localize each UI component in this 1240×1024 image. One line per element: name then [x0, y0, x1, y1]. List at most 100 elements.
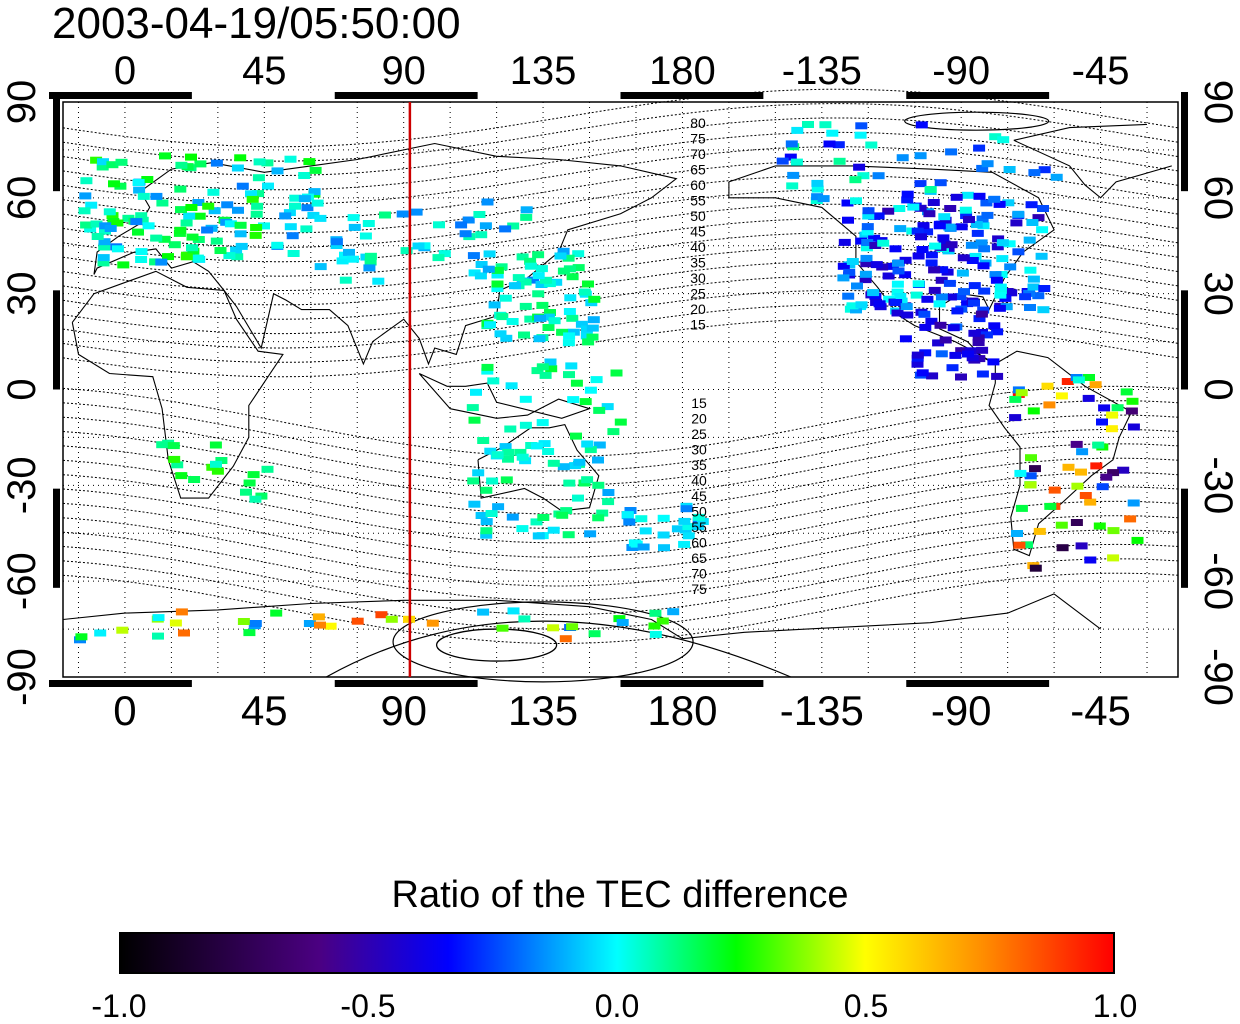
tec-cell [246, 195, 259, 203]
tec-cell [538, 440, 551, 448]
tec-cell [300, 225, 313, 233]
tec-cell [560, 507, 573, 515]
tec-cell [516, 453, 529, 461]
tec-cell [900, 303, 913, 311]
tec-cell [470, 388, 482, 396]
colorbar-tick-label: -1.0 [91, 988, 147, 1024]
tec-cell [480, 527, 493, 535]
tec-cell [247, 471, 260, 479]
tec-cell [955, 347, 968, 355]
tec-cell [210, 237, 223, 245]
tec-cell [811, 185, 824, 193]
tec-cell [253, 158, 266, 166]
tec-cell [284, 223, 297, 231]
tec-cell [960, 212, 973, 220]
tec-cell [678, 540, 691, 548]
tec-cell [474, 272, 487, 280]
tec-cell [933, 222, 946, 230]
tec-cell [468, 500, 481, 508]
colorbar [119, 932, 1115, 974]
tec-cell [90, 220, 103, 228]
tec-cell [882, 272, 895, 280]
tec-cell [966, 354, 979, 362]
tec-cell [527, 276, 540, 284]
lon-tick-top: -45 [1072, 49, 1130, 93]
tec-cell [535, 265, 548, 273]
tec-cell [185, 153, 197, 161]
tec-cell [509, 282, 521, 290]
tec-cell [991, 328, 1004, 336]
tec-cell [975, 310, 988, 318]
lat-tick-right: -60 [1196, 552, 1240, 610]
tec-cell [1043, 401, 1056, 409]
tec-cell [855, 301, 868, 309]
tec-cell [872, 212, 885, 220]
tec-cell [481, 367, 494, 375]
tec-cell [180, 219, 193, 227]
tec-cell [582, 280, 594, 288]
tec-cell [872, 172, 885, 180]
tec-cell [186, 244, 198, 252]
tec-cell [149, 258, 162, 266]
tec-cell [548, 317, 561, 325]
tec-cell [924, 186, 937, 193]
tec-cell [1037, 205, 1049, 212]
tec-cell [648, 622, 661, 630]
tec-cell [1027, 275, 1040, 283]
tec-cell [208, 207, 221, 215]
lon-tick-bottom: 0 [113, 687, 136, 734]
contour-label-south: 75 [691, 581, 707, 597]
tec-cell [562, 531, 575, 539]
tec-cell [932, 339, 945, 347]
tec-cell [192, 236, 205, 243]
tec-cell [946, 364, 959, 372]
tec-cell [624, 507, 637, 514]
tec-cell [976, 215, 989, 223]
tec-cell [980, 331, 993, 339]
tec-cell [592, 514, 605, 522]
contour-pole-south-outer [325, 620, 792, 678]
tec-cell [499, 443, 512, 451]
tec-cell [1023, 236, 1036, 244]
tec-cell [234, 230, 247, 238]
contour-north [62, 203, 1179, 263]
tec-cell [968, 299, 980, 307]
tec-cell [867, 289, 880, 297]
tec-cell [607, 428, 620, 436]
tec-cell [519, 302, 532, 310]
tec-cell [174, 226, 187, 234]
tec-cell [997, 136, 1010, 144]
tec-cell [862, 207, 875, 215]
tec-cell [191, 254, 204, 262]
tec-cell [919, 349, 932, 357]
tec-cell [995, 271, 1008, 278]
tec-cell [1127, 499, 1140, 507]
tec-cell [1029, 564, 1042, 572]
tec-cell [1027, 407, 1040, 415]
lat-tick-left: -30 [0, 456, 44, 514]
tec-cell [657, 514, 670, 522]
tec-cell [657, 531, 670, 539]
tec-cell [530, 442, 543, 450]
tec-cell [270, 609, 283, 617]
tec-cell [480, 531, 493, 539]
tec-cell [916, 246, 929, 253]
tec-cell [1048, 486, 1061, 494]
tec-cell [811, 193, 824, 201]
tec-cell [396, 210, 409, 218]
tec-cell [506, 318, 519, 325]
tec-cell [578, 288, 591, 296]
tec-cell [252, 190, 265, 198]
contour-label-north: 20 [690, 301, 706, 317]
contour-label-north: 25 [690, 286, 706, 302]
tec-cell [298, 172, 311, 179]
tec-cell [261, 465, 274, 473]
lat-tick-right: -30 [1196, 456, 1240, 514]
contour-label-north: 35 [690, 255, 706, 271]
tec-cell [1025, 454, 1037, 462]
tec-cell [1009, 395, 1022, 403]
tec-cell [1038, 166, 1051, 174]
tec-cell [132, 228, 144, 236]
tec-cell [639, 527, 652, 535]
tec-cell [180, 253, 193, 261]
